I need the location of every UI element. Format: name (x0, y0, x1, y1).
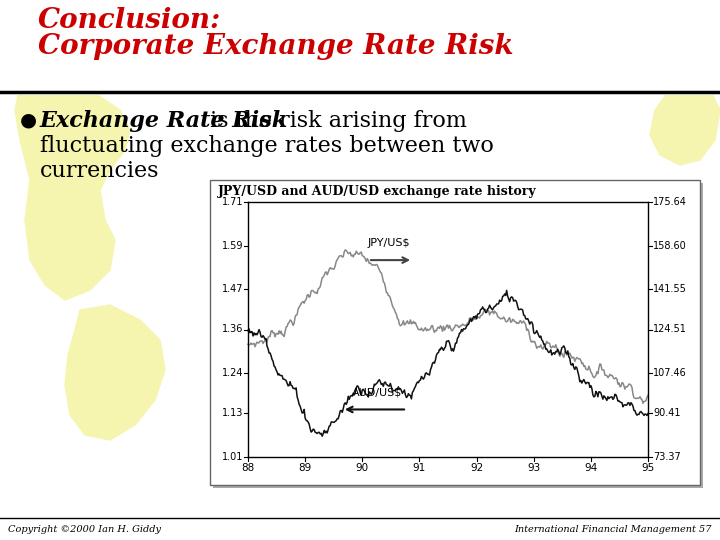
Text: Exchange Rate Risk: Exchange Rate Risk (40, 110, 288, 132)
Text: 124.51: 124.51 (653, 325, 687, 334)
Text: AUD/US$: AUD/US$ (352, 388, 402, 397)
Text: 1.01: 1.01 (222, 452, 243, 462)
Text: 1.71: 1.71 (222, 197, 243, 207)
Text: JPY/US$: JPY/US$ (368, 238, 410, 248)
Text: 158.60: 158.60 (653, 241, 687, 251)
Polygon shape (650, 85, 720, 165)
Text: JPY/USD and AUD/USD exchange rate history: JPY/USD and AUD/USD exchange rate histor… (218, 185, 536, 198)
Text: Corporate Exchange Rate Risk: Corporate Exchange Rate Risk (38, 33, 513, 60)
Text: currencies: currencies (40, 160, 160, 182)
Text: 95: 95 (642, 463, 654, 473)
Text: 90.41: 90.41 (653, 408, 680, 418)
FancyBboxPatch shape (210, 180, 700, 485)
FancyBboxPatch shape (213, 183, 703, 488)
Text: Conclusion:: Conclusion: (38, 7, 221, 34)
Text: Copyright ©2000 Ian H. Giddy: Copyright ©2000 Ian H. Giddy (8, 524, 161, 534)
Text: 141.55: 141.55 (653, 285, 687, 294)
Text: 107.46: 107.46 (653, 368, 687, 378)
Text: fluctuating exchange rates between two: fluctuating exchange rates between two (40, 135, 494, 157)
Text: 91: 91 (413, 463, 426, 473)
Text: 1.13: 1.13 (222, 408, 243, 418)
Text: 92: 92 (470, 463, 483, 473)
Text: 93: 93 (527, 463, 540, 473)
Text: ●: ● (20, 110, 37, 129)
Text: is the risk arising from: is the risk arising from (203, 110, 467, 132)
FancyBboxPatch shape (0, 0, 720, 95)
Text: International Financial Management 57: International Financial Management 57 (515, 524, 712, 534)
Text: 94: 94 (584, 463, 598, 473)
Polygon shape (65, 305, 165, 440)
Text: 88: 88 (241, 463, 255, 473)
Text: 73.37: 73.37 (653, 452, 680, 462)
Text: 175.64: 175.64 (653, 197, 687, 207)
Text: 1.36: 1.36 (222, 325, 243, 334)
Text: 1.59: 1.59 (222, 241, 243, 251)
Text: 1.24: 1.24 (222, 368, 243, 378)
Polygon shape (15, 82, 130, 300)
Text: 1.47: 1.47 (222, 285, 243, 294)
Text: 89: 89 (299, 463, 312, 473)
Text: 90: 90 (356, 463, 369, 473)
